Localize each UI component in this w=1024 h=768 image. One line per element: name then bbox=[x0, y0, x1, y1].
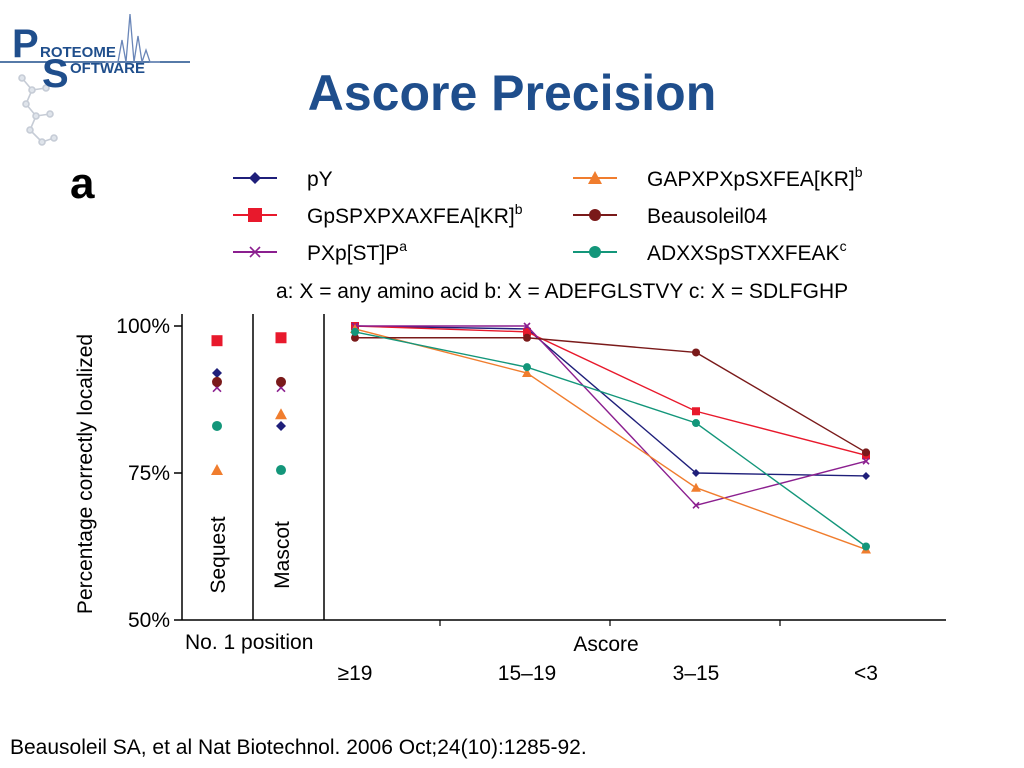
panel-label: a bbox=[70, 159, 95, 208]
series-4-point-0 bbox=[351, 333, 359, 342]
series-line-5 bbox=[354, 331, 867, 548]
series-1-engine-point-0 bbox=[211, 335, 223, 347]
legend-marker-2 bbox=[249, 246, 261, 258]
series-3-point-2 bbox=[691, 482, 701, 492]
series-2-point-3 bbox=[862, 457, 870, 465]
series-3-point-1 bbox=[522, 368, 532, 378]
logo-graphic bbox=[0, 13, 190, 146]
legend-label-2: PXp[ST]Pa bbox=[307, 238, 407, 265]
series-5-point-0 bbox=[351, 327, 359, 336]
legend-marker-0 bbox=[249, 172, 261, 184]
legend-superscript-2: a bbox=[399, 238, 407, 254]
series-2-point-2 bbox=[692, 501, 700, 509]
x-tick-label-0: ≥19 bbox=[338, 662, 373, 685]
x-tick-label-1: 15–19 bbox=[498, 662, 556, 685]
series-line-1 bbox=[354, 325, 867, 457]
series-0-point-2 bbox=[692, 469, 700, 477]
series-4-engine-point-0 bbox=[212, 376, 222, 387]
legend-label-0: pY bbox=[307, 168, 333, 191]
series-5-engine-point-1 bbox=[276, 465, 286, 476]
y-tick-label-2: 50% bbox=[128, 609, 170, 632]
y-tick-label-1: 75% bbox=[128, 462, 170, 485]
x-tick-label-2: 3–15 bbox=[673, 662, 720, 685]
slide-title: Ascore Precision bbox=[307, 65, 717, 121]
ascore-chart: a pY GpSPXPXAXFEA[KR]b PXp[ST]Pa GAPXPXpSXFE… bbox=[70, 159, 946, 685]
legend-label-3: GAPXPXpSXFEA[KR]b bbox=[647, 164, 863, 191]
no1-position-label: No. 1 position bbox=[185, 631, 313, 654]
series-0-point-3 bbox=[862, 471, 870, 480]
series-1-point-1 bbox=[523, 327, 531, 336]
series-5-point-3 bbox=[862, 542, 870, 551]
series-line-2 bbox=[355, 325, 867, 507]
legend-marker-2-stroke-b bbox=[249, 246, 261, 258]
series-0-engine-point-0 bbox=[212, 368, 222, 379]
series-line-4 bbox=[355, 337, 867, 454]
legend-marker-3 bbox=[588, 171, 602, 184]
series-3-engine-point-0 bbox=[211, 464, 223, 476]
series-2-point-1 bbox=[523, 322, 531, 330]
series-line-3 bbox=[354, 328, 867, 551]
series-4-point-1 bbox=[523, 333, 531, 342]
series-2-point-2-stroke-b bbox=[692, 501, 700, 509]
series-line-0 bbox=[354, 325, 867, 477]
series-2-point-3-stroke-b bbox=[862, 457, 870, 465]
legend-label-4: Beausoleil04 bbox=[647, 205, 768, 228]
series-2-point-1-stroke-b bbox=[523, 322, 531, 330]
series-1-point-2 bbox=[692, 407, 700, 416]
legend-label-5: ADXXSpSTXXFEAKc bbox=[647, 238, 847, 265]
legend-marker-4 bbox=[589, 209, 601, 221]
legend-marker-5 bbox=[589, 246, 601, 258]
citation: Beausoleil SA, et al Nat Biotechnol. 200… bbox=[10, 736, 587, 759]
series-3-engine-point-1 bbox=[275, 408, 287, 420]
legend-marker-1 bbox=[248, 208, 262, 222]
logo-word-software: OFTWARE bbox=[70, 60, 145, 77]
y-axis-label: Percentage correctly localized bbox=[74, 334, 97, 614]
legend-footnote: a: X = any amino acid b: X = ADEFGLSTVY … bbox=[276, 280, 848, 303]
series-4-point-2 bbox=[692, 348, 700, 357]
series-1-engine-point-1 bbox=[275, 332, 287, 344]
logo-word-proteome: ROTEOME bbox=[40, 44, 116, 61]
engine-label-0: Sequest bbox=[207, 516, 230, 593]
series-5-point-2 bbox=[692, 419, 700, 428]
logo-initial-p: P bbox=[12, 22, 39, 66]
legend-superscript-3: b bbox=[855, 164, 863, 180]
engine-label-1: Mascot bbox=[271, 521, 294, 589]
series-5-point-1 bbox=[523, 363, 531, 372]
x-tick-label-3: <3 bbox=[854, 662, 878, 685]
x-axis-label: Ascore bbox=[573, 633, 638, 656]
logo-initial-s: S bbox=[42, 52, 69, 96]
legend-label-1: GpSPXPXAXFEA[KR]b bbox=[307, 201, 523, 228]
series-0-engine-point-1 bbox=[276, 420, 286, 431]
series-4-engine-point-1 bbox=[276, 376, 286, 387]
y-tick-label-0: 100% bbox=[116, 315, 170, 338]
series-5-engine-point-0 bbox=[212, 420, 222, 431]
series-4-point-3 bbox=[862, 448, 870, 457]
legend-superscript-5: c bbox=[840, 238, 847, 254]
legend-superscript-1: b bbox=[515, 201, 523, 217]
